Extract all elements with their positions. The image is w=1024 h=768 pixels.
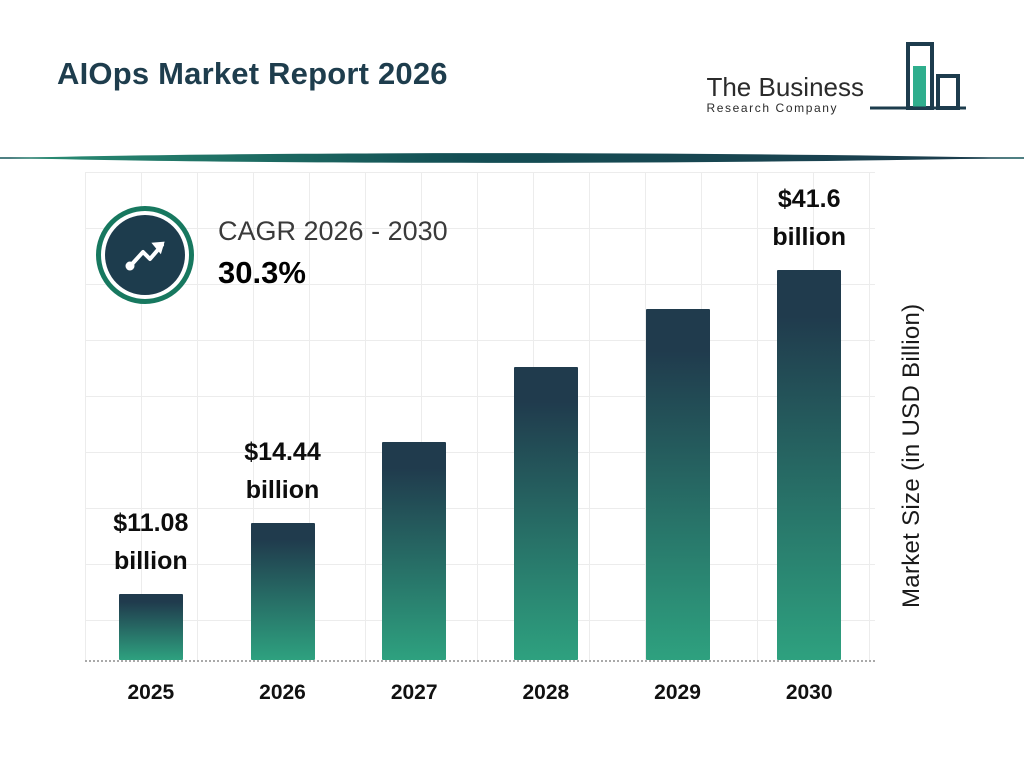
bar-group-2030: $41.6 billion 2030 — [743, 172, 875, 705]
bar-2027 — [382, 442, 447, 660]
cagr-texts: CAGR 2026 - 2030 30.3% — [218, 216, 448, 295]
logo-name: The Business — [706, 71, 864, 102]
bar-group-2026: $14.44 billion 2026 — [217, 172, 349, 705]
bar-group-2025: $11.08 billion 2025 — [85, 172, 217, 705]
bar-2028 — [513, 367, 578, 660]
bar-group-2027: 2027 — [348, 172, 480, 704]
bar-unit: billion — [245, 476, 320, 505]
bar-value: $11.08 — [113, 508, 189, 537]
trend-up-icon — [105, 215, 185, 295]
bar-value: $41.6 — [777, 184, 841, 213]
x-tick-label: 2026 — [259, 681, 306, 704]
bar-2026 — [250, 523, 315, 660]
logo-text: The Business Research Company — [706, 71, 864, 129]
y-axis-label: Market Size (in USD Billion) — [898, 303, 925, 609]
company-logo: The Business Research Company — [706, 40, 966, 129]
page-title: AIOps Market Report 2026 — [57, 56, 448, 91]
divider — [0, 150, 1024, 166]
cagr-badge: CAGR 2026 - 2030 30.3% — [96, 206, 448, 304]
bar-unit: billion — [114, 547, 188, 576]
logo-subtitle: Research Company — [706, 101, 839, 115]
bar-value-label: $14.44 billion — [244, 433, 320, 511]
cagr-value: 30.3% — [218, 254, 306, 290]
x-tick-label: 2027 — [390, 681, 438, 704]
bar-value-label: $41.6 billion — [772, 180, 846, 258]
logo-bars-icon — [870, 40, 966, 129]
x-tick-label: 2028 — [522, 681, 570, 704]
bars-container: $11.08 billion 2025 $14.44 billion 2026 2027 20… — [85, 172, 875, 705]
bar-2025 — [118, 594, 183, 660]
bar-2030 — [777, 270, 842, 660]
bar-unit: billion — [772, 223, 846, 252]
bar-value-label: $11.08 billion — [113, 504, 188, 582]
bar-group-2029: 2029 — [612, 172, 744, 704]
bar-value: $14.44 — [244, 437, 321, 466]
x-tick-label: 2025 — [127, 681, 175, 704]
bar-group-2028: 2028 — [480, 172, 612, 704]
x-tick-label: 2029 — [654, 681, 701, 704]
x-tick-label: 2030 — [785, 681, 833, 704]
cagr-circle — [96, 206, 194, 304]
cagr-label: CAGR 2026 - 2030 — [218, 215, 448, 246]
bar-chart: $11.08 billion 2025 $14.44 billion 2026 2027 20… — [85, 172, 875, 705]
bar-2029 — [645, 309, 710, 660]
